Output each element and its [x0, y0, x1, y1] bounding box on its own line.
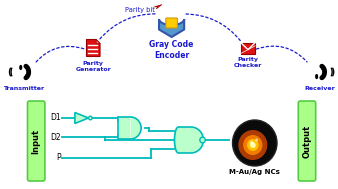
Text: D2: D2 [50, 132, 61, 142]
Text: Gray Code
Encoder: Gray Code Encoder [149, 40, 194, 60]
Ellipse shape [25, 74, 28, 79]
Ellipse shape [315, 74, 318, 79]
FancyBboxPatch shape [27, 101, 45, 181]
Polygon shape [174, 127, 203, 153]
Text: Parity
Generator: Parity Generator [75, 61, 111, 72]
Text: D1: D1 [50, 114, 61, 122]
Circle shape [89, 116, 92, 120]
Ellipse shape [19, 65, 22, 70]
Text: Output: Output [303, 124, 312, 158]
Polygon shape [96, 40, 100, 43]
Text: P: P [56, 153, 61, 163]
FancyBboxPatch shape [166, 18, 177, 28]
Ellipse shape [321, 65, 324, 70]
Circle shape [252, 145, 255, 147]
Polygon shape [154, 5, 162, 9]
Circle shape [233, 120, 277, 166]
Circle shape [243, 135, 263, 155]
Text: M-Au/Ag NCs: M-Au/Ag NCs [229, 169, 280, 175]
Circle shape [255, 139, 258, 142]
Circle shape [250, 141, 254, 145]
Circle shape [238, 130, 267, 160]
Text: Parity
Checker: Parity Checker [234, 57, 262, 68]
Wedge shape [130, 117, 141, 139]
Polygon shape [159, 19, 184, 37]
Text: Input: Input [32, 129, 41, 153]
Bar [118, 117, 130, 139]
Text: Parity bit: Parity bit [125, 7, 154, 13]
Polygon shape [75, 112, 89, 123]
Polygon shape [87, 40, 100, 57]
Text: Receiver: Receiver [304, 86, 335, 91]
Bar [241, 43, 255, 53]
Circle shape [250, 142, 256, 148]
FancyBboxPatch shape [298, 101, 316, 181]
Text: Transmitter: Transmitter [3, 86, 44, 91]
Circle shape [247, 139, 259, 151]
Circle shape [200, 137, 205, 143]
